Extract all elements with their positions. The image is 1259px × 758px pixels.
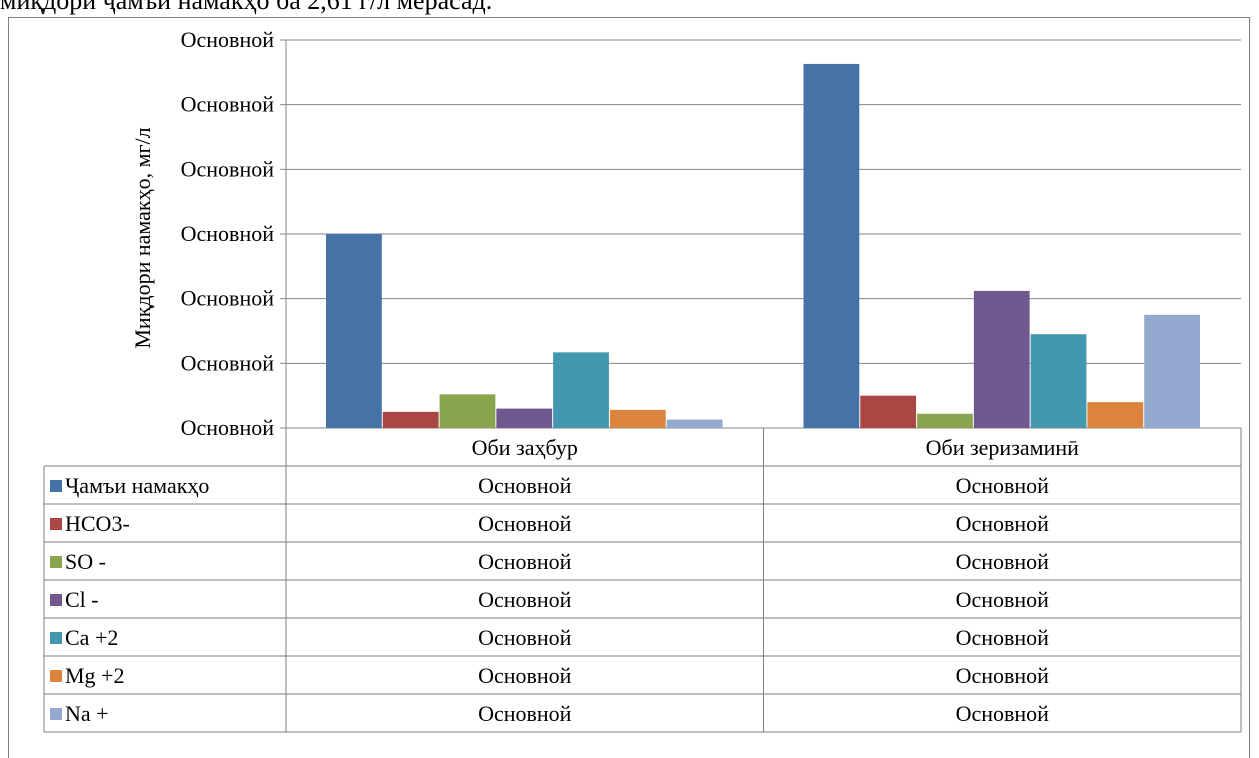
category-label: Оби заҳбур bbox=[472, 435, 578, 460]
data-table-value: Основной bbox=[478, 587, 572, 612]
bar-4-0 bbox=[553, 352, 609, 428]
y-tick-label: Основной bbox=[181, 156, 275, 181]
y-tick-label: Основной bbox=[181, 415, 275, 440]
legend-label: Mg +2 bbox=[65, 663, 124, 688]
y-tick-label: Основной bbox=[181, 221, 275, 246]
legend-label: HCO3- bbox=[65, 511, 130, 536]
legend-key-5 bbox=[50, 670, 62, 682]
bar-6-1 bbox=[1144, 314, 1200, 428]
bar-3-1 bbox=[973, 290, 1030, 428]
data-table-value: Основной bbox=[478, 473, 572, 498]
bar-6-0 bbox=[666, 419, 723, 428]
bar-0-0 bbox=[326, 234, 382, 428]
data-table-value: Основной bbox=[956, 473, 1050, 498]
legend-label: SO - bbox=[65, 549, 106, 574]
data-table-value: Основной bbox=[956, 587, 1050, 612]
data-table-value: Основной bbox=[478, 663, 572, 688]
data-table-value: Основной bbox=[956, 663, 1050, 688]
bar-3-0 bbox=[496, 408, 553, 428]
bar-1-1 bbox=[860, 395, 917, 428]
data-table-value: Основной bbox=[956, 549, 1050, 574]
data-table-value: Основной bbox=[956, 625, 1050, 650]
page-caption-text: миқдори ҷамъи намакҳо ба 2,61 г/л мераса… bbox=[0, 0, 493, 15]
legend-label: Na + bbox=[65, 701, 109, 726]
category-label: Оби зеризаминӣ bbox=[926, 435, 1080, 460]
legend-key-4 bbox=[50, 632, 62, 644]
y-tick-label: Основной bbox=[181, 350, 275, 375]
data-table-value: Основной bbox=[478, 549, 572, 574]
bar-2-0 bbox=[439, 394, 496, 428]
bar-5-1 bbox=[1087, 402, 1144, 428]
bar-4-1 bbox=[1030, 334, 1087, 428]
legend-label: Cl - bbox=[65, 587, 99, 612]
data-table-value: Основной bbox=[956, 701, 1050, 726]
y-axis-label: Миқдори намакҳо, мг/л bbox=[130, 127, 155, 348]
bar-1-0 bbox=[382, 411, 439, 428]
data-table-value: Основной bbox=[478, 511, 572, 536]
legend-key-6 bbox=[50, 708, 62, 720]
y-tick-label: Основной bbox=[181, 286, 275, 311]
data-table-value: Основной bbox=[478, 625, 572, 650]
y-tick-label: Основной bbox=[181, 27, 275, 52]
bar-5-0 bbox=[609, 409, 666, 428]
legend-key-2 bbox=[50, 556, 62, 568]
legend-key-0 bbox=[50, 480, 62, 492]
legend-label: Ҷамъи намакҳо bbox=[65, 473, 209, 498]
y-tick-label: Основной bbox=[181, 92, 275, 117]
data-table-value: Основной bbox=[956, 511, 1050, 536]
bar-chart-with-data-table: Основной Основной Основной Основной Основной… bbox=[43, 27, 1242, 733]
legend-key-3 bbox=[50, 594, 62, 606]
legend-label: Ca +2 bbox=[65, 625, 118, 650]
bar-0-1 bbox=[803, 63, 860, 428]
legend-key-1 bbox=[50, 518, 62, 530]
data-table-value: Основной bbox=[478, 701, 572, 726]
bar-2-1 bbox=[917, 413, 973, 428]
chart-frame bbox=[8, 17, 1250, 758]
